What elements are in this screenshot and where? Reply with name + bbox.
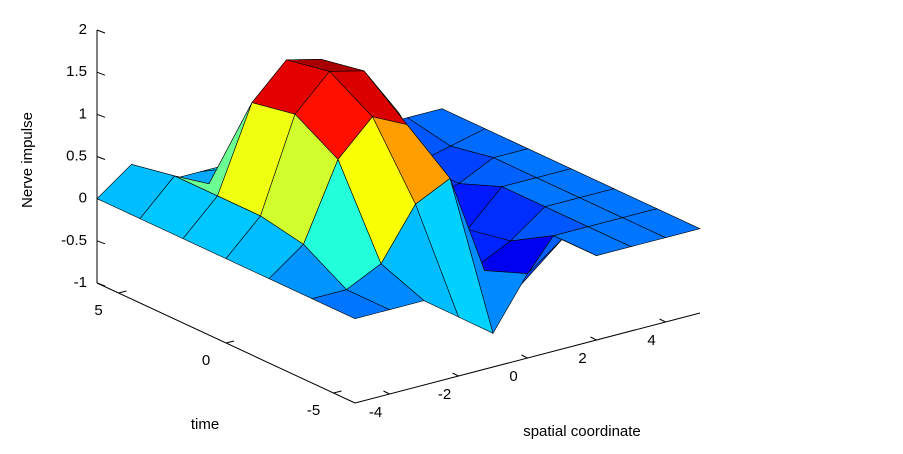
- z-tick-label: 1.5: [66, 63, 87, 80]
- y-axis-label: time: [191, 416, 219, 433]
- x-axis-label: spatial coordinate: [523, 423, 641, 440]
- x-tick: [383, 390, 390, 395]
- z-tick: [96, 29, 106, 34]
- x-tick: [452, 372, 459, 377]
- z-axis-label: Nerve impulse: [19, 112, 36, 208]
- x-tick-label: -4: [369, 404, 382, 421]
- y-tick: [118, 290, 127, 294]
- x-tick: [590, 336, 597, 341]
- x-tick-label: 2: [578, 350, 586, 367]
- z-tick: [96, 240, 106, 245]
- surface-patch: [311, 289, 391, 319]
- z-tick: [96, 282, 106, 287]
- z-tick-label: 0.5: [66, 147, 87, 164]
- z-tick-label: -1: [74, 274, 87, 291]
- x-tick-label: 0: [509, 368, 517, 385]
- z-tick-label: 2: [79, 21, 87, 38]
- z-tick: [96, 71, 106, 76]
- z-tick-label: 1: [79, 105, 87, 122]
- y-tick-label: 0: [202, 352, 210, 369]
- z-tick: [96, 113, 106, 118]
- y-tick: [333, 390, 342, 394]
- y-tick-label: 5: [94, 302, 102, 319]
- x-tick: [659, 318, 666, 323]
- x-tick-label: -2: [438, 386, 451, 403]
- x-tick: [521, 354, 528, 359]
- y-tick: [225, 340, 235, 344]
- y-tick-label: -5: [307, 402, 320, 419]
- z-tick: [96, 156, 106, 160]
- z-tick-label: 0: [79, 190, 87, 207]
- z-tick-label: -0.5: [61, 232, 87, 249]
- x-tick-label: 4: [647, 332, 655, 349]
